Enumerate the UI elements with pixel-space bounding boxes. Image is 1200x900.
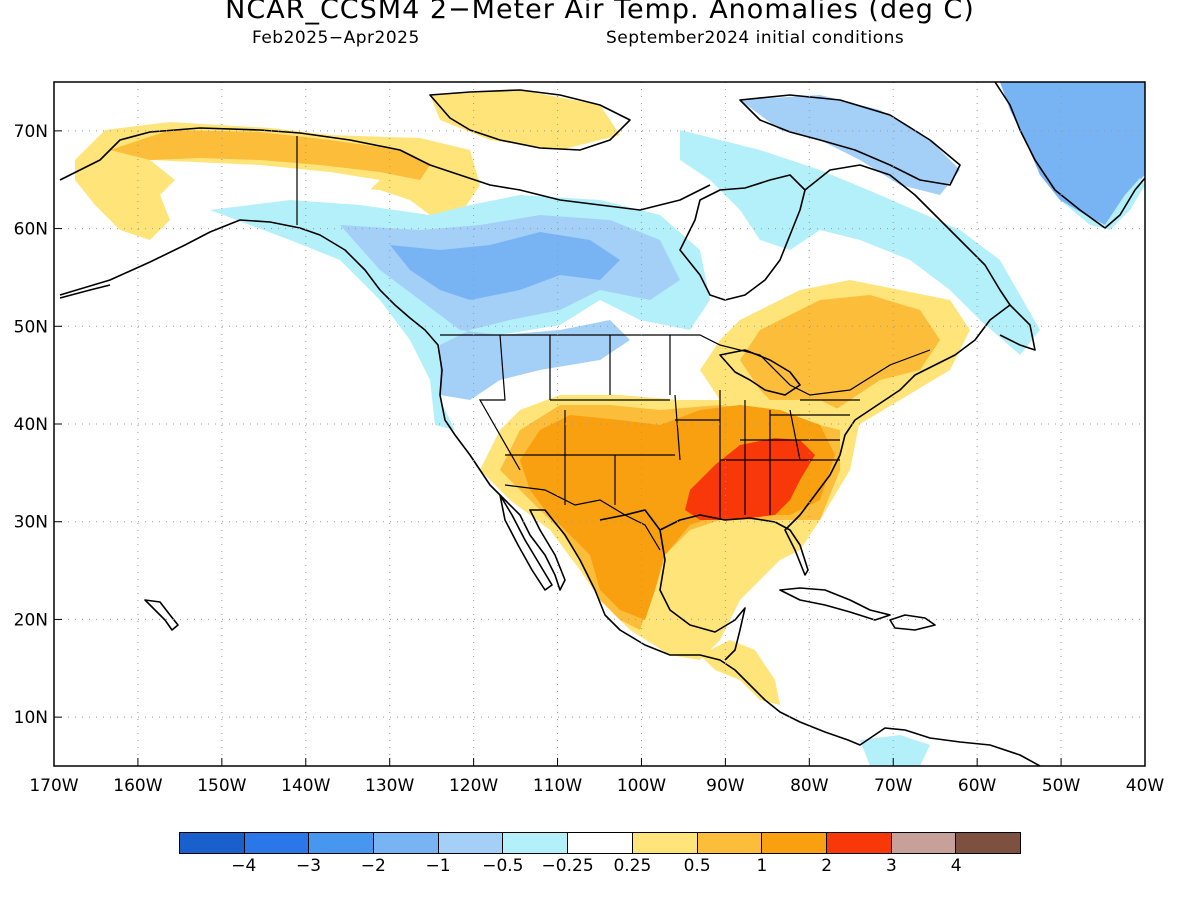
colorbar-tick-label: −0.25 <box>541 856 594 876</box>
coastline-hispaniola <box>889 614 936 631</box>
lon-tick-label: 40W <box>1126 776 1165 796</box>
colorbar-swatch <box>180 833 245 853</box>
lon-tick-label: 50W <box>1042 776 1081 796</box>
lat-tick-label: 40N <box>14 415 48 435</box>
lon-tick-label: 110W <box>533 776 582 796</box>
lon-tick-label: 160W <box>113 776 162 796</box>
anomaly-region-labrador-light-cool <box>680 130 1040 355</box>
anomaly-region-alaska-interior-neutral <box>150 160 380 200</box>
lon-tick-label: 90W <box>706 776 745 796</box>
political-borders <box>296 136 931 551</box>
colorbar-tick-label: 2 <box>821 856 833 876</box>
colorbar-swatch <box>826 833 892 853</box>
lon-tick-label: 120W <box>449 776 498 796</box>
lon-tick-label: 80W <box>790 776 829 796</box>
anomaly-region-venezuela-cool <box>860 735 930 766</box>
lon-tick-label: 60W <box>958 776 997 796</box>
lat-tick-label: 20N <box>14 610 48 630</box>
colorbar-tick-label: 4 <box>950 856 962 876</box>
colorbar-tick-label: 0.5 <box>683 856 711 876</box>
anomaly-region-greenland-moderate-cool <box>1000 82 1145 225</box>
colorbar <box>179 832 1021 854</box>
lon-tick-label: 170W <box>29 776 78 796</box>
coastline-baja <box>499 494 553 591</box>
anomaly-region-alaska-warm <box>110 130 430 180</box>
colorbar-swatch <box>374 833 439 853</box>
coastline-aleutians <box>59 284 111 299</box>
colorbar-swatch <box>697 833 763 853</box>
lat-tick-label: 50N <box>14 317 48 337</box>
border-states-west <box>478 334 720 505</box>
anomaly-region-arctic-islands-warm <box>430 90 620 150</box>
coastline-baffin-island <box>739 94 961 186</box>
border-us-canada <box>440 334 931 396</box>
lon-tick-label: 100W <box>617 776 666 796</box>
coastline-labrador <box>804 164 1011 306</box>
anomaly-region-canada-moderate-cool <box>390 232 620 300</box>
colorbar-tick-label: −3 <box>296 856 322 876</box>
coastline-cuba <box>779 587 891 621</box>
forecast-period: Feb2025−Apr2025 <box>252 28 420 48</box>
map-title: NCAR_CCSM4 2−Meter Air Temp. Anomalies (… <box>225 0 975 25</box>
colorbar-swatch <box>244 833 310 853</box>
colorbar-swatch <box>503 833 569 853</box>
border-states-east <box>719 390 860 520</box>
border-us-mexico <box>504 484 661 551</box>
coastline-hawaii <box>144 599 179 631</box>
coastline-arctic <box>59 127 711 211</box>
lat-tick-label: 60N <box>14 220 48 240</box>
coastline-gulf-of-mexico <box>599 509 746 661</box>
lon-tick-label: 150W <box>197 776 246 796</box>
anomaly-shading <box>75 82 1145 766</box>
anomaly-region-greenland-light-cool <box>1060 178 1145 230</box>
colorbar-swatch <box>438 833 504 853</box>
colorbar-tick-label: 0.25 <box>613 856 652 876</box>
colorbar-tick-label: −0.5 <box>482 856 524 876</box>
coastline-north-america <box>59 219 1041 766</box>
colorbar-swatch <box>956 833 1020 853</box>
colorbar-swatch <box>309 833 375 853</box>
colorbar-tick-label: 1 <box>756 856 768 876</box>
colorbar-swatch <box>891 833 957 853</box>
anomaly-region-southeast-hot <box>685 438 815 520</box>
coastlines <box>59 82 1145 766</box>
coastline-hudson-bay <box>679 174 806 301</box>
coastline-arctic-islands <box>429 89 631 151</box>
lon-tick-label: 130W <box>365 776 414 796</box>
colorbar-swatch <box>568 833 633 853</box>
colorbar-tick-label: −1 <box>425 856 451 876</box>
colorbar-tick-label: −2 <box>360 856 386 876</box>
lat-tick-label: 30N <box>14 513 48 533</box>
lon-tick-label: 140W <box>281 776 330 796</box>
coastline-great-lakes <box>719 349 801 396</box>
colorbar-tick-label: 3 <box>886 856 897 876</box>
lon-tick-label: 70W <box>874 776 913 796</box>
lat-tick-label: 70N <box>14 122 48 142</box>
initial-conditions-note: September2024 initial conditions <box>606 28 905 48</box>
colorbar-swatch <box>762 833 827 853</box>
colorbar-tick-label: −4 <box>231 856 257 876</box>
axis-labels: 170W 160W 150W 140W 130W 120W 110W 100W 90W 80W 70… <box>14 122 1165 796</box>
anomaly-region-central-america-warm <box>700 640 780 705</box>
coastline-greenland <box>994 82 1145 229</box>
anomaly-region-baffin-cool <box>740 95 960 195</box>
lat-tick-label: 10N <box>14 708 48 728</box>
colorbar-swatch <box>632 833 698 853</box>
